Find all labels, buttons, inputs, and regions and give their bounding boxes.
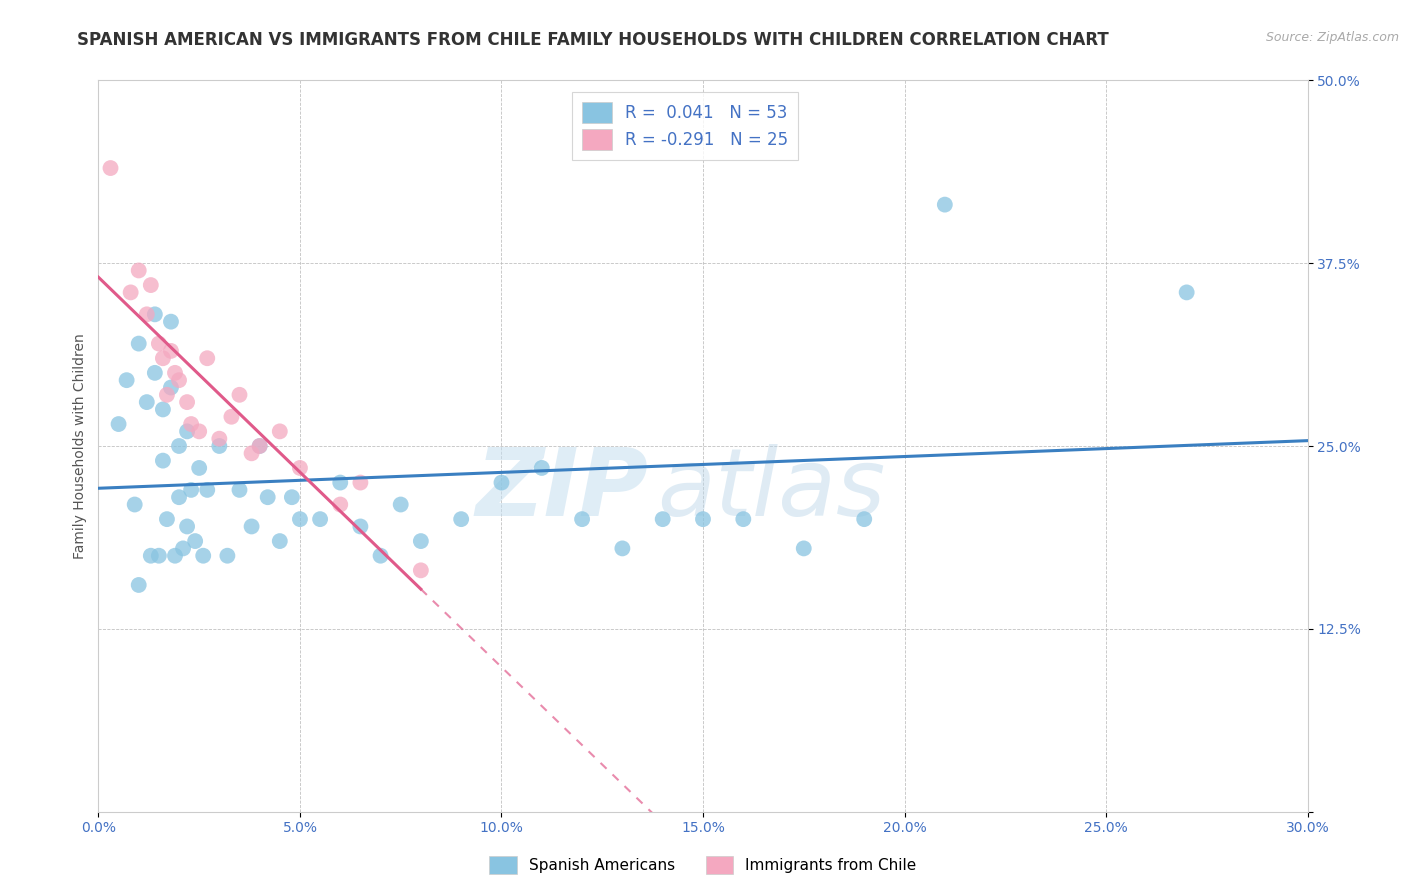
Point <box>135 395 157 409</box>
Point <box>148 549 170 563</box>
Point <box>188 425 211 439</box>
Point <box>160 315 183 329</box>
Point <box>160 343 183 358</box>
Legend: R =  0.041   N = 53, R = -0.291   N = 25: R = 0.041 N = 53, R = -0.291 N = 25 <box>572 92 799 160</box>
Point <box>288 512 311 526</box>
Y-axis label: Family Households with Children: Family Households with Children <box>73 333 87 559</box>
Point <box>349 519 371 533</box>
Point <box>217 549 239 563</box>
Point <box>139 278 162 293</box>
Point <box>167 373 190 387</box>
Point <box>152 351 174 366</box>
Point <box>934 197 956 211</box>
Point <box>188 461 211 475</box>
Point <box>148 336 170 351</box>
Point <box>152 453 174 467</box>
Point <box>156 388 179 402</box>
Point <box>491 475 513 490</box>
Point <box>163 366 186 380</box>
Text: Source: ZipAtlas.com: Source: ZipAtlas.com <box>1265 31 1399 45</box>
Legend: Spanish Americans, Immigrants from Chile: Spanish Americans, Immigrants from Chile <box>484 850 922 880</box>
Point <box>793 541 815 556</box>
Point <box>249 439 271 453</box>
Point <box>329 475 352 490</box>
Point <box>853 512 876 526</box>
Point <box>692 512 714 526</box>
Point <box>651 512 673 526</box>
Point <box>269 425 291 439</box>
Point <box>281 490 304 504</box>
Point <box>120 285 142 300</box>
Point <box>571 512 593 526</box>
Point <box>143 366 166 380</box>
Point <box>128 578 150 592</box>
Text: atlas: atlas <box>657 444 886 535</box>
Point <box>208 432 231 446</box>
Point <box>228 483 250 497</box>
Point <box>221 409 243 424</box>
Point <box>180 417 202 431</box>
Point <box>128 336 150 351</box>
Point <box>176 425 198 439</box>
Point <box>176 519 198 533</box>
Point <box>195 483 218 497</box>
Point <box>143 307 166 321</box>
Point <box>180 483 202 497</box>
Point <box>249 439 271 453</box>
Point <box>156 512 179 526</box>
Point <box>288 461 311 475</box>
Text: SPANISH AMERICAN VS IMMIGRANTS FROM CHILE FAMILY HOUSEHOLDS WITH CHILDREN CORREL: SPANISH AMERICAN VS IMMIGRANTS FROM CHIL… <box>77 31 1109 49</box>
Point <box>228 388 250 402</box>
Point <box>163 549 186 563</box>
Point <box>160 380 183 394</box>
Point <box>152 402 174 417</box>
Point <box>240 519 263 533</box>
Point <box>733 512 755 526</box>
Point <box>389 498 412 512</box>
Point <box>349 475 371 490</box>
Point <box>370 549 392 563</box>
Point <box>409 563 432 577</box>
Point <box>172 541 194 556</box>
Point <box>139 549 162 563</box>
Point <box>1175 285 1198 300</box>
Point <box>115 373 138 387</box>
Point <box>450 512 472 526</box>
Point <box>167 439 190 453</box>
Point <box>124 498 146 512</box>
Point <box>176 395 198 409</box>
Point <box>107 417 129 431</box>
Text: ZIP: ZIP <box>475 444 648 536</box>
Point <box>193 549 215 563</box>
Point <box>309 512 332 526</box>
Point <box>240 446 263 460</box>
Point <box>128 263 150 277</box>
Point <box>208 439 231 453</box>
Point <box>530 461 553 475</box>
Point <box>195 351 218 366</box>
Point <box>100 161 122 175</box>
Point <box>269 534 291 549</box>
Point <box>612 541 634 556</box>
Point <box>184 534 207 549</box>
Point <box>256 490 278 504</box>
Point <box>135 307 157 321</box>
Point <box>329 498 352 512</box>
Point <box>409 534 432 549</box>
Point <box>167 490 190 504</box>
